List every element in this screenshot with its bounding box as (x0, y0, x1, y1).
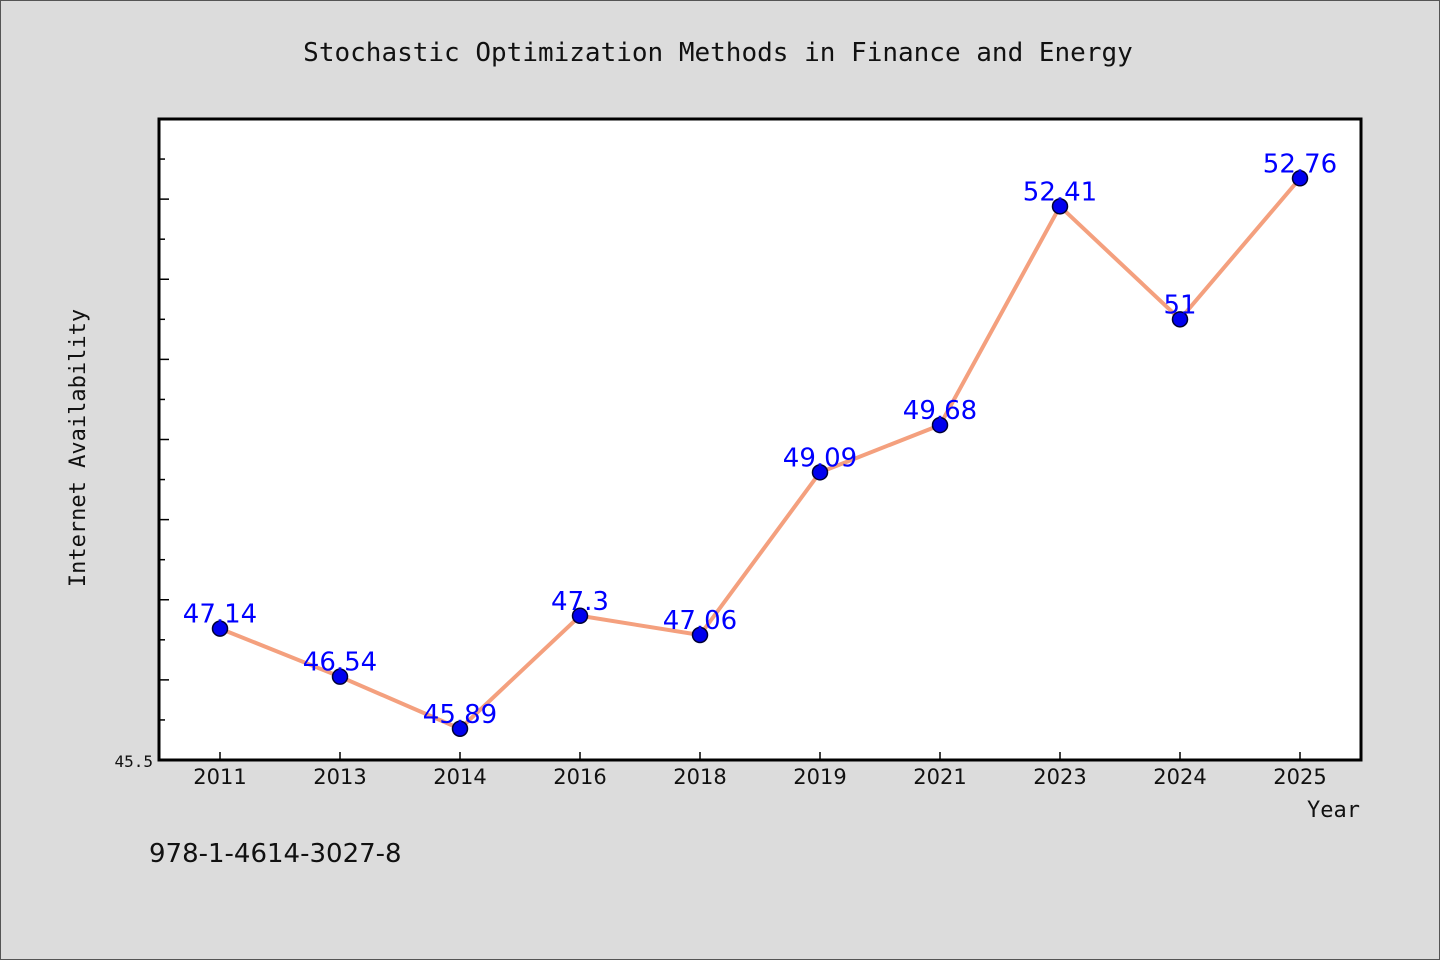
data-point-marker (691, 626, 709, 644)
x-axis-ticks: 2011 2013 2014 2016 2018 2019 2021 2023 2024 2025 (193, 752, 1327, 789)
data-label: 52.41 (1023, 177, 1097, 207)
data-label: 52.76 (1263, 149, 1337, 179)
series-line (218, 176, 1302, 731)
markers-layer (211, 170, 1309, 738)
data-label: 45.89 (423, 700, 497, 730)
data-label: 49.68 (903, 396, 977, 426)
data-label: 47.14 (183, 600, 257, 630)
data-label: 49.09 (783, 443, 857, 473)
data-label: 51 (1163, 290, 1196, 320)
x-tick-label: 2014 (433, 765, 486, 789)
x-tick-label: 2018 (673, 765, 726, 789)
x-tick-label: 2025 (1273, 765, 1326, 789)
x-tick-label: 2021 (913, 765, 966, 789)
data-point-marker (211, 620, 229, 637)
x-tick-label: 2019 (793, 765, 846, 789)
plot-area (157, 117, 1363, 762)
series-layer (218, 176, 1302, 731)
y-tick-label: 45.5 (114, 752, 153, 771)
isbn-text: 978-1-4614-3027-8 (149, 839, 402, 869)
data-point-marker (331, 668, 349, 685)
chart-title: Stochastic Optimization Methods in Finan… (303, 38, 1133, 68)
x-tick-label: 2011 (193, 765, 246, 789)
x-tick-label: 2023 (1033, 765, 1086, 789)
data-point-marker (571, 607, 589, 625)
data-point-marker (1291, 170, 1309, 187)
data-label: 47.3 (551, 587, 609, 617)
data-labels-layer: 47.14 46.54 45.89 47.3 47.06 49.09 49.68 52.41 5… (183, 149, 1337, 729)
data-point-marker (451, 720, 469, 738)
data-label: 47.06 (663, 606, 737, 636)
x-tick-label: 2016 (553, 765, 606, 789)
x-tick-label: 2013 (313, 765, 366, 789)
data-label: 46.54 (303, 648, 377, 678)
data-point-marker (1171, 311, 1189, 328)
x-tick-label: 2024 (1153, 765, 1206, 789)
data-point-marker (811, 464, 829, 481)
y-axis-ticks (159, 118, 169, 761)
data-point-marker (931, 416, 949, 434)
x-axis-label: Year (1307, 798, 1360, 823)
y-axis-label: Internet Availability (66, 309, 91, 587)
data-point-marker (1051, 198, 1069, 215)
